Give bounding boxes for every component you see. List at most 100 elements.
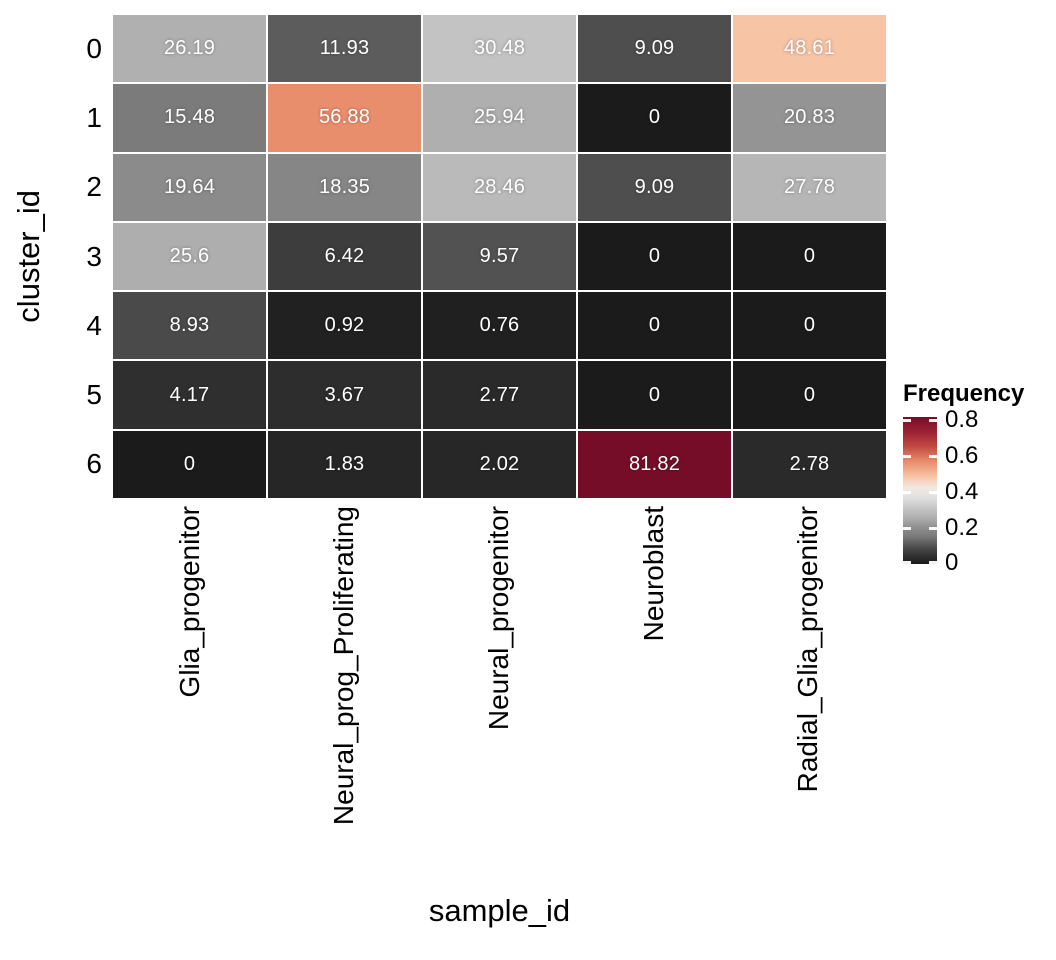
heatmap-cell-value: 0 bbox=[803, 383, 816, 406]
legend-tick-mark bbox=[929, 418, 937, 422]
y-tick-label-3: 3 bbox=[86, 240, 102, 272]
heatmap-cell-r5-c2: 2.77 bbox=[423, 361, 576, 429]
heatmap-cell-r4-c4: 0 bbox=[733, 292, 886, 360]
legend-tick-label-0.2: 0.2 bbox=[945, 514, 979, 542]
heatmap-cell-value: 0 bbox=[648, 314, 661, 337]
heatmap-cell-value: 25.94 bbox=[473, 106, 526, 129]
heatmap-cell-r6-c3: 81.82 bbox=[578, 430, 731, 498]
heatmap-cell-value: 28.46 bbox=[473, 175, 526, 198]
heatmap-cell-r5-c4: 0 bbox=[733, 361, 886, 429]
heatmap-cell-r0-c1: 11.93 bbox=[268, 15, 421, 83]
heatmap-cell-r1-c1: 56.88 bbox=[268, 84, 421, 152]
heatmap-cell-value: 0.76 bbox=[479, 314, 520, 337]
heatmap-cell-value: 56.88 bbox=[318, 106, 371, 129]
heatmap-cell-value: 18.35 bbox=[318, 175, 371, 198]
x-tick-label-1: Neural_prog_Proliferating bbox=[328, 506, 360, 826]
heatmap-cell-r2-c0: 19.64 bbox=[113, 153, 266, 221]
heatmap-cell-value: 0 bbox=[803, 244, 816, 267]
x-tick-label-2: Neural_progenitor bbox=[483, 506, 515, 731]
legend: Frequency 0.8 0.6 0.4 0.2 0 bbox=[903, 380, 1056, 574]
legend-tick-mark bbox=[929, 454, 937, 458]
heatmap-cell-value: 2.02 bbox=[479, 452, 520, 475]
x-axis-title: sample_id bbox=[428, 893, 571, 928]
x-tick-cell-2: Neural_progenitor bbox=[422, 506, 577, 881]
legend-tick-label-0: 0 bbox=[945, 548, 959, 576]
heatmap-cell-r4-c3: 0 bbox=[578, 292, 731, 360]
heatmap-cell-value: 25.6 bbox=[169, 244, 210, 267]
y-tick-label-5: 5 bbox=[86, 379, 102, 411]
legend-tick-mark bbox=[903, 454, 911, 458]
x-tick-cell-4: Radial_Glia_progenitor bbox=[731, 506, 886, 881]
x-tick-label-4: Radial_Glia_progenitor bbox=[792, 506, 824, 793]
legend-title: Frequency bbox=[903, 380, 1025, 407]
heatmap-cell-r3-c4: 0 bbox=[733, 222, 886, 291]
heatmap-cell-value: 20.83 bbox=[783, 106, 836, 129]
heatmap-cell-value: 15.48 bbox=[163, 106, 216, 129]
heatmap-cell-r6-c1: 1.83 bbox=[268, 430, 421, 498]
heatmap-cell-r0-c0: 26.19 bbox=[113, 15, 266, 83]
heatmap-cell-value: 0 bbox=[803, 314, 816, 337]
legend-tick-mark bbox=[929, 561, 937, 564]
y-axis-title-wrap: cluster_id bbox=[6, 15, 52, 498]
heatmap-cell-r3-c1: 6.42 bbox=[268, 222, 421, 291]
heatmap-cell-r1-c0: 15.48 bbox=[113, 84, 266, 152]
heatmap-cell-value: 2.77 bbox=[479, 383, 520, 406]
x-tick-cell-3: Neuroblast bbox=[577, 506, 732, 881]
heatmap-cell-value: 27.78 bbox=[783, 175, 836, 198]
heatmap-grid: 26.19 11.93 30.48 9.09 48.61 15.48 56.88 25.94 0… bbox=[113, 15, 886, 498]
heatmap-cell-value: 9.09 bbox=[634, 175, 675, 198]
heatmap-cell-value: 2.78 bbox=[789, 452, 830, 475]
heatmap-cell-r1-c2: 25.94 bbox=[423, 84, 576, 152]
legend-tick-mark bbox=[903, 418, 911, 422]
x-tick-cell-1: Neural_prog_Proliferating bbox=[268, 506, 423, 881]
x-tick-cell-0: Glia_progenitor bbox=[113, 506, 268, 881]
heatmap-cell-value: 3.67 bbox=[324, 383, 365, 406]
heatmap-cell-r6-c4: 2.78 bbox=[733, 430, 886, 498]
heatmap-cell-value: 30.48 bbox=[473, 37, 526, 60]
y-tick-label-1: 1 bbox=[86, 101, 102, 133]
heatmap-cell-r1-c3: 0 bbox=[578, 84, 731, 152]
heatmap-cell-r0-c4: 48.61 bbox=[733, 15, 886, 83]
heatmap-cell-r3-c0: 25.6 bbox=[113, 222, 266, 291]
legend-tick-mark bbox=[903, 490, 911, 494]
heatmap-cell-value: 9.57 bbox=[479, 244, 520, 267]
heatmap-cell-value: 0 bbox=[648, 106, 661, 129]
heatmap-cell-value: 48.61 bbox=[783, 37, 836, 60]
x-tick-label-0: Glia_progenitor bbox=[173, 506, 205, 698]
heatmap-cell-value: 9.09 bbox=[634, 37, 675, 60]
legend-tick-label-0.4: 0.4 bbox=[945, 478, 979, 506]
heatmap-cell-value: 11.93 bbox=[319, 37, 370, 60]
heatmap-cell-r6-c2: 2.02 bbox=[423, 430, 576, 498]
heatmap-cell-r4-c2: 0.76 bbox=[423, 292, 576, 360]
y-axis-title: cluster_id bbox=[11, 190, 46, 323]
heatmap-cell-r6-c0: 0 bbox=[113, 430, 266, 498]
heatmap-cell-r1-c4: 20.83 bbox=[733, 84, 886, 152]
legend-colorbar: 0.8 0.6 0.4 0.2 0 bbox=[903, 408, 978, 574]
heatmap-cell-r2-c3: 9.09 bbox=[578, 153, 731, 221]
heatmap-cell-value: 1.83 bbox=[324, 452, 365, 475]
heatmap-cell-r0-c3: 9.09 bbox=[578, 15, 731, 83]
legend-tick-mark bbox=[903, 561, 911, 564]
y-tick-label-4: 4 bbox=[86, 309, 102, 341]
y-tick-label-6: 6 bbox=[86, 448, 102, 480]
heatmap-cell-r2-c4: 27.78 bbox=[733, 153, 886, 221]
x-tick-label-3: Neuroblast bbox=[637, 506, 669, 642]
heatmap-cell-value: 6.42 bbox=[324, 244, 365, 267]
heatmap-cell-value: 8.93 bbox=[169, 314, 210, 337]
heatmap-cell-value: 0.92 bbox=[324, 314, 365, 337]
heatmap-cell-value: 0 bbox=[648, 244, 661, 267]
heatmap-cell-r2-c2: 28.46 bbox=[423, 153, 576, 221]
heatmap-cell-r5-c0: 4.17 bbox=[113, 361, 266, 429]
legend-tick-label-0.8: 0.8 bbox=[945, 406, 979, 434]
heatmap-cell-r3-c3: 0 bbox=[578, 222, 731, 291]
heatmap-cell-value: 26.19 bbox=[163, 37, 216, 60]
heatmap-cell-value: 0 bbox=[648, 383, 661, 406]
heatmap-cell-r5-c1: 3.67 bbox=[268, 361, 421, 429]
heatmap-cell-r4-c1: 0.92 bbox=[268, 292, 421, 360]
heatmap-cell-r2-c1: 18.35 bbox=[268, 153, 421, 221]
heatmap-cell-value: 19.64 bbox=[163, 175, 216, 198]
heatmap-cell-r4-c0: 8.93 bbox=[113, 292, 266, 360]
heatmap-cell-value: 0 bbox=[183, 452, 196, 475]
legend-tick-mark bbox=[929, 490, 937, 494]
